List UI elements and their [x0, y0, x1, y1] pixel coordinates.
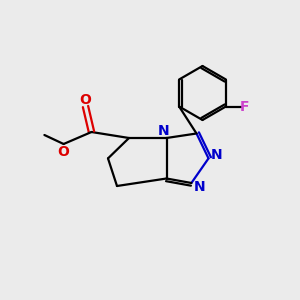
Text: O: O — [80, 93, 92, 107]
Text: O: O — [58, 145, 70, 158]
Text: N: N — [211, 148, 223, 162]
Text: N: N — [158, 124, 169, 138]
Text: F: F — [240, 100, 250, 113]
Text: N: N — [194, 180, 206, 194]
